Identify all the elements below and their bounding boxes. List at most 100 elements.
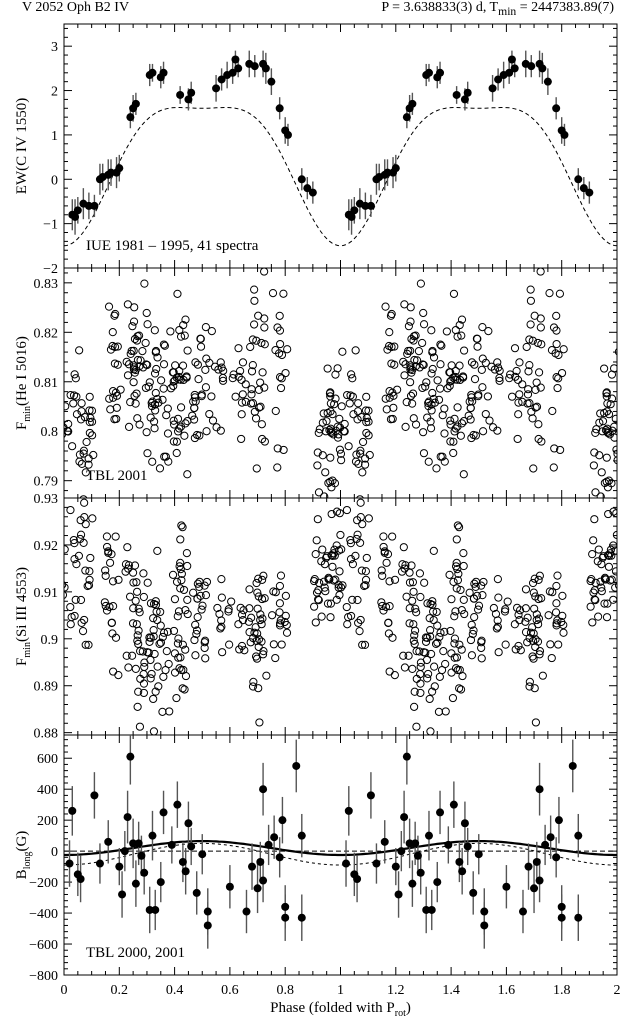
data-point [364,514,373,523]
data-point [494,593,503,602]
data-point [175,366,184,376]
data-point [275,608,284,617]
data-point [588,550,597,559]
data-point [350,206,359,215]
data-point [250,62,259,71]
data-point [332,541,341,550]
data-point [259,876,268,885]
data-point [424,457,433,466]
y-tick-label: −200 [29,876,58,891]
data-point [107,168,116,177]
data-point [334,583,343,592]
data-point [405,619,414,628]
data-point [135,608,144,617]
data-point [505,68,514,77]
data-point [408,389,418,398]
data-point [268,289,278,298]
data-point [71,374,80,383]
data-point [202,354,211,363]
data-point [184,95,193,104]
data-point [353,875,362,883]
y-tick-label: −1 [43,218,58,233]
data-point [228,68,237,77]
data-point [598,417,608,426]
data-point [511,372,520,381]
data-point [348,595,357,604]
data-point [337,456,346,465]
data-point [534,614,544,623]
data-point [331,394,340,403]
data-point [446,437,455,446]
data-point [332,507,342,516]
data-point [84,581,94,590]
data-point [585,188,594,197]
data-point [320,560,330,569]
data-point [123,543,132,552]
data-point [109,602,118,611]
data-point [534,575,543,584]
data-point [510,620,519,629]
data-point [416,868,425,877]
data-point [440,627,449,636]
data-point [149,727,159,735]
data-point [536,323,545,332]
data-point [217,593,226,602]
data-point [247,385,256,394]
data-point [72,392,81,401]
data-point [591,488,600,497]
data-point [552,581,561,591]
data-point [139,569,148,578]
data-point [453,576,463,585]
data-point [267,77,276,86]
data-point [64,419,73,429]
data-point [201,591,211,600]
data-point [530,311,539,320]
data-point [362,418,371,427]
data-point [552,326,561,335]
data-point [182,549,191,558]
data-point [531,403,540,412]
data-point [483,392,492,401]
data-point [534,434,543,444]
data-point [174,634,183,643]
data-point [133,636,142,645]
data-point [234,620,243,629]
data-point [330,551,339,560]
data-point [455,857,464,866]
data-point [424,831,433,840]
data-point [412,356,422,365]
data-point [172,448,181,458]
data-point [111,388,120,397]
y-tick-label: 0.89 [34,680,59,695]
data-point [612,445,617,454]
data-point [452,584,461,593]
data-point [530,884,539,893]
data-point [256,378,265,387]
data-point [493,575,502,584]
data-point [407,334,416,344]
data-point [528,623,537,632]
data-point [494,648,503,657]
data-point [355,627,364,636]
data-point [309,576,319,586]
data-point [190,635,199,645]
data-point [612,530,617,540]
data-point [333,433,343,442]
data-point [218,376,228,385]
data-point [352,450,361,459]
data-point [492,624,501,633]
y-tick-label: −600 [29,938,58,953]
data-point [405,839,414,848]
data-point [142,360,151,369]
data-point [413,851,422,860]
data-point [388,532,397,541]
data-point [85,406,94,415]
data-point [183,595,192,604]
data-point [391,164,400,173]
ephemeris-title: P = 3.638833(3) d, Tmin = 2447383.89(7) [381,0,614,18]
data-point [129,604,138,613]
data-point [423,674,432,683]
data-point [139,688,148,698]
data-point [336,449,346,458]
data-point [525,335,534,344]
